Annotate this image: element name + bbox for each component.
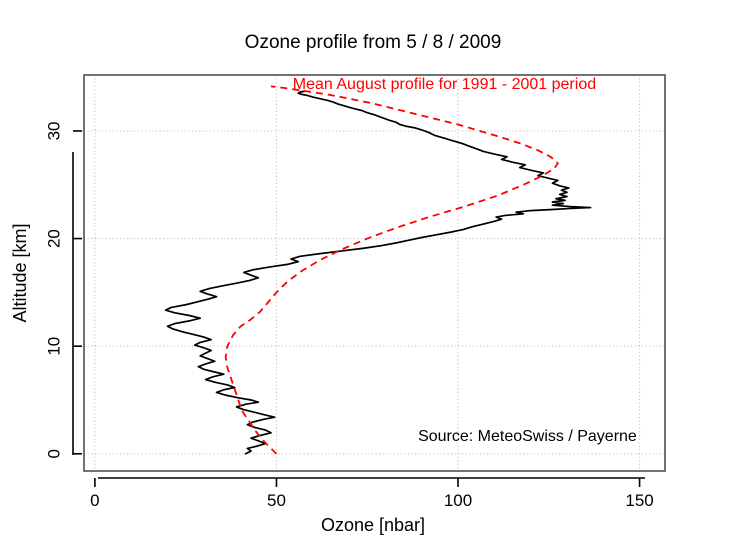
data-series-layer: [164, 85, 592, 455]
x-axis-ticks: 0 50 100 150: [90, 478, 654, 510]
x-tick-label: 50: [267, 491, 286, 510]
y-tick-label: 10: [45, 337, 64, 356]
source-label: Source: MeteoSwiss / Payerne: [418, 428, 637, 445]
y-tick-label: 20: [45, 229, 64, 248]
x-tick-label: 100: [444, 491, 472, 510]
y-axis-label: Altitude [km]: [10, 223, 30, 322]
gridlines: [84, 75, 665, 471]
x-tick-label: 150: [625, 491, 653, 510]
x-tick-label: 0: [90, 491, 99, 510]
series-climatology-line: [224, 85, 559, 455]
climatology-label: Mean August profile for 1991 - 2001 peri…: [293, 76, 596, 93]
plot-frame: [83, 74, 666, 472]
chart-title: Ozone profile from 5 / 8 / 2009: [245, 32, 502, 53]
y-tick-label: 30: [45, 121, 64, 140]
x-axis-label: Ozone [nbar]: [321, 515, 425, 535]
y-tick-label: 0: [45, 449, 64, 458]
chart-annotations: Mean August profile for 1991 - 2001 peri…: [293, 76, 637, 445]
y-axis-ticks: 0 10 20 30: [45, 121, 82, 459]
series-measured-line: [164, 90, 592, 455]
